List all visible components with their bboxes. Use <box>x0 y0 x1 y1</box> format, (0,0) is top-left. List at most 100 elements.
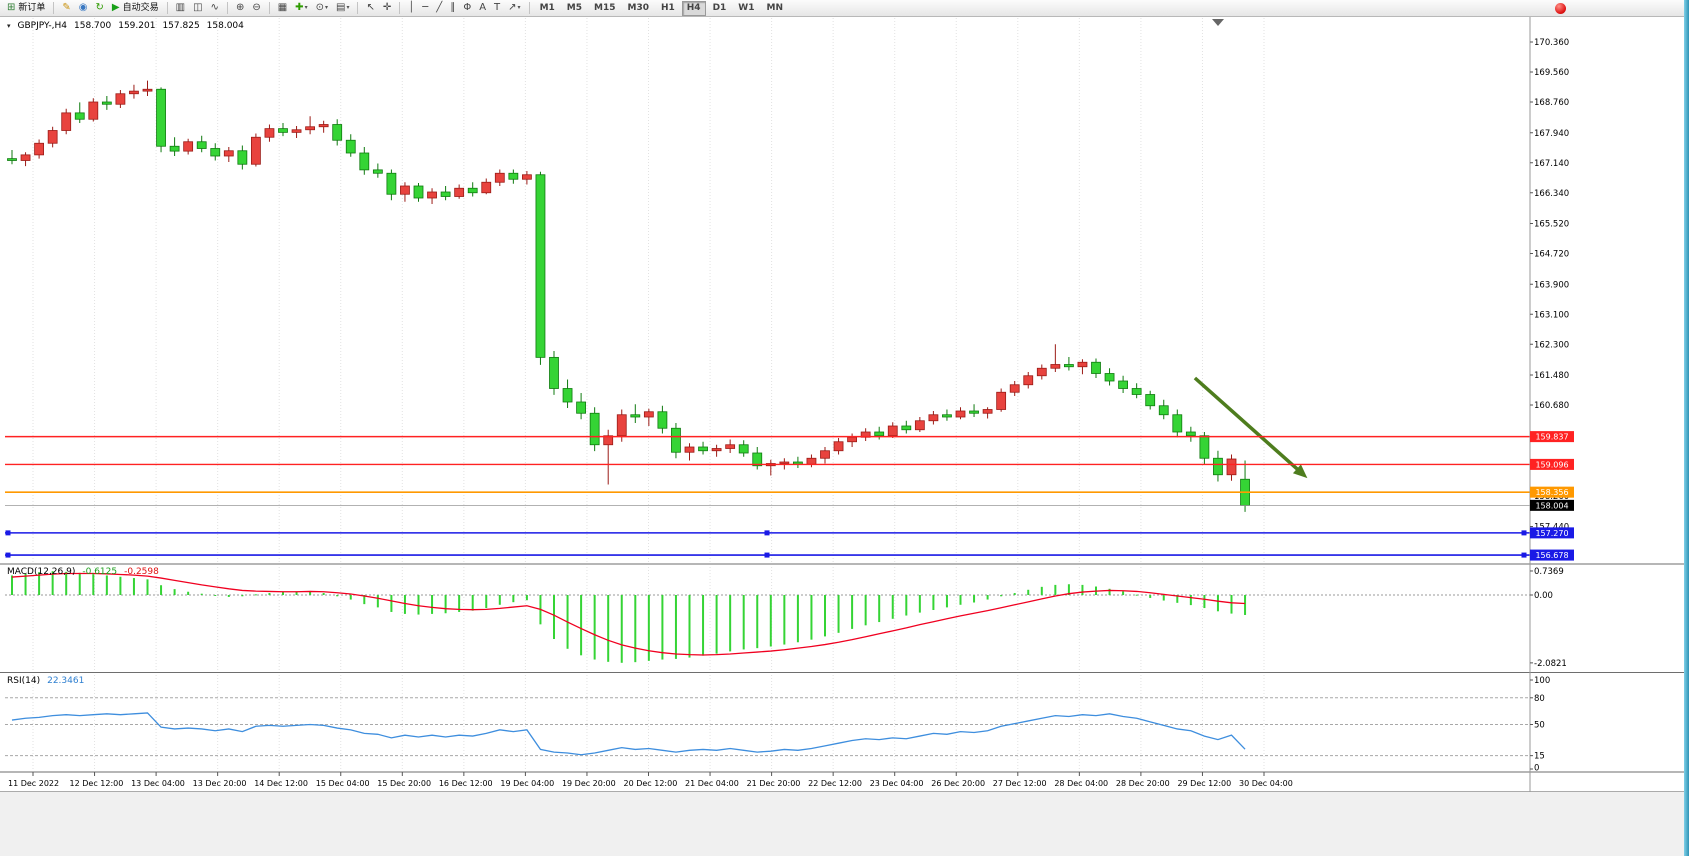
time-tick-label: 13 Dec 04:00 <box>131 779 185 788</box>
time-tick-label: 29 Dec 12:00 <box>1177 779 1231 788</box>
candle <box>1131 388 1142 395</box>
support-line-orange-badge-label: 158.356 <box>1535 488 1568 497</box>
candle <box>47 130 58 144</box>
timeframe-d1-button[interactable]: D1 <box>712 2 727 13</box>
line-chart-icon: ∿ <box>210 2 219 13</box>
metaeditor-button[interactable]: ✎ <box>59 1 73 16</box>
candle <box>779 461 790 464</box>
trendline-button[interactable]: ╱ <box>433 1 445 16</box>
refresh-button[interactable]: ↻ <box>93 1 107 16</box>
ohlc-low-value: 157.825 <box>162 21 200 31</box>
time-tick-label: 19 Dec 20:00 <box>562 779 616 788</box>
candle <box>589 412 600 446</box>
target-line-blue-upper-handle[interactable] <box>764 530 770 536</box>
target-line-blue-lower-handle[interactable] <box>5 552 11 558</box>
macd-histogram-bar <box>1244 595 1247 615</box>
periods-button[interactable]: ⊙ ▾ <box>313 1 331 16</box>
candle <box>576 401 586 414</box>
zoom-in-button[interactable]: ⊕ <box>233 1 247 16</box>
macd-histogram-bar <box>417 595 420 615</box>
text-button[interactable]: A <box>476 1 489 16</box>
trend-arrow-head[interactable] <box>1292 464 1308 479</box>
timeframe-m15-button[interactable]: M15 <box>594 2 616 13</box>
candlestick-chart-icon: ◫ <box>193 2 203 13</box>
macd-histogram-bar <box>403 595 406 614</box>
time-tick-label: 26 Dec 20:00 <box>931 779 985 788</box>
bar-chart-button[interactable]: ▥ <box>173 1 188 16</box>
candle <box>1145 394 1156 407</box>
target-line-blue-lower-handle[interactable] <box>764 552 770 558</box>
line-chart-button[interactable]: ∿ <box>208 1 222 16</box>
price-tick-label: 166.340 <box>1534 189 1569 199</box>
macd-histogram-bar <box>1040 586 1043 595</box>
fibonacci-button[interactable]: Φ <box>460 1 474 16</box>
macd-histogram-bar <box>390 595 393 612</box>
macd-histogram-bar <box>824 595 826 637</box>
community-button[interactable]: ◉ <box>76 1 91 16</box>
candlestick-chart-button[interactable]: ◫ <box>190 1 205 16</box>
macd-histogram-bar <box>309 591 312 595</box>
timeframe-m1-button[interactable]: M1 <box>539 2 555 13</box>
candle <box>1064 364 1074 368</box>
time-tick-label: 14 Dec 12:00 <box>254 779 308 788</box>
arrows-button[interactable]: ↗ ▾ <box>505 1 523 16</box>
vertical-line-button[interactable]: │ <box>405 1 417 16</box>
target-line-blue-lower-handle[interactable] <box>1521 552 1527 558</box>
candle <box>657 411 668 429</box>
timeframe-m30-button[interactable]: M30 <box>627 2 649 13</box>
text-label-button[interactable]: T <box>491 1 503 16</box>
macd-histogram-bar <box>607 595 610 662</box>
crosshair-button[interactable]: ✛ <box>380 1 394 16</box>
target-line-blue-lower-badge-label: 156.678 <box>1535 551 1568 560</box>
price-tick-label: 168.760 <box>1534 98 1569 108</box>
time-tick-label: 20 Dec 12:00 <box>624 779 678 788</box>
zoom-out-button[interactable]: ⊖ <box>249 1 263 16</box>
horizontal-line-button[interactable]: ─ <box>419 1 431 16</box>
candle <box>318 124 329 128</box>
channel-button[interactable]: ∥ <box>447 1 458 16</box>
macd-histogram-bar <box>661 595 664 660</box>
candle <box>440 191 451 197</box>
toolbar-separator <box>226 2 228 14</box>
cursor-button[interactable]: ↖ <box>363 1 377 16</box>
macd-histogram-bar <box>729 595 732 652</box>
price-tick-label: 163.900 <box>1534 280 1569 290</box>
notification-icon[interactable] <box>1555 3 1566 14</box>
candle <box>20 154 31 161</box>
timeframe-m5-button[interactable]: M5 <box>566 2 582 13</box>
templates-button[interactable]: ▤ ▾ <box>333 1 352 16</box>
macd-histogram-bar <box>1135 594 1138 596</box>
indicators-button[interactable]: ✚ ▾ <box>292 1 310 16</box>
macd-histogram-bar <box>1216 595 1219 612</box>
tile-windows-button[interactable]: ▦ <box>275 1 290 16</box>
autotrading-button[interactable]: ▶ 自动交易 <box>109 1 162 16</box>
candle <box>874 431 885 437</box>
timeframe-h4-button[interactable]: H4 <box>681 0 706 16</box>
timeframe-h1-button[interactable]: H1 <box>660 2 675 13</box>
target-line-blue-upper-handle[interactable] <box>1521 530 1527 536</box>
ohlc-high-value: 159.201 <box>118 21 156 31</box>
candle <box>427 191 437 199</box>
candle <box>1009 384 1020 393</box>
chart-shift-marker[interactable] <box>1212 19 1224 26</box>
new-order-button[interactable]: ⊞ 新订单 <box>4 1 48 16</box>
candle <box>74 112 85 120</box>
macd-histogram-bar <box>92 574 95 595</box>
toolbar: ⊞ 新订单 ✎ ◉ ↻ ▶ 自动交易 ▥ ◫ ∿ ⊕ ⊖ ▦ ✚ ▾ ⊙ ▾ ▤ ▾ ↖ ✛ │ ─ ╱ ∥ Φ A T ↗ ▾ M1 M5 M… <box>0 0 1689 17</box>
time-tick-label: 12 Dec 12:00 <box>70 779 124 788</box>
macd-histogram-bar <box>580 595 583 656</box>
timeframe-mn-button[interactable]: MN <box>766 2 784 13</box>
price-tick-label: 169.560 <box>1534 68 1569 78</box>
candle <box>1104 373 1115 382</box>
target-line-blue-upper-handle[interactable] <box>5 530 11 536</box>
chart-background[interactable] <box>0 17 1684 792</box>
trend-arrow[interactable] <box>1193 376 1302 473</box>
symbol-expander-icon[interactable]: ▾ <box>7 22 11 30</box>
macd-histogram-bar <box>444 595 447 614</box>
candle <box>711 448 722 452</box>
macd-histogram-bar <box>282 592 284 595</box>
macd-histogram-bar <box>1000 595 1003 597</box>
timeframe-w1-button[interactable]: W1 <box>738 2 755 13</box>
macd-histogram-bar <box>132 578 135 595</box>
